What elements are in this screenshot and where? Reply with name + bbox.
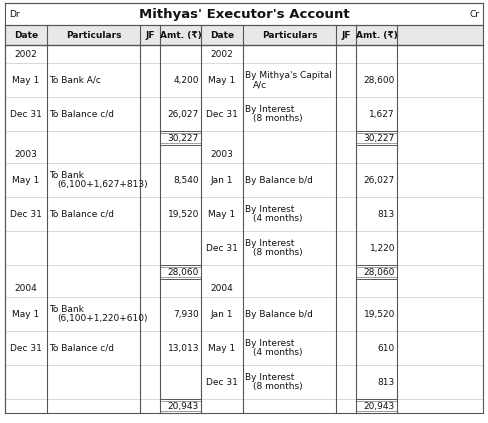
Text: 2004: 2004 [15,283,38,292]
Text: To Bank: To Bank [49,305,84,314]
Text: (6,100+1,220+610): (6,100+1,220+610) [57,314,147,323]
Text: 26,027: 26,027 [168,110,199,118]
Text: Dr: Dr [9,9,20,19]
Text: 2004: 2004 [211,283,233,292]
Text: A/c: A/c [253,80,267,89]
Text: 26,027: 26,027 [364,176,395,184]
Text: May 1: May 1 [12,310,40,319]
Text: Dec 31: Dec 31 [10,110,42,118]
Text: 4,200: 4,200 [173,75,199,85]
Text: Mithyas' Executor's Account: Mithyas' Executor's Account [139,8,349,20]
Text: 8,540: 8,540 [173,176,199,184]
Text: By Interest: By Interest [245,373,294,382]
Text: 2002: 2002 [211,49,233,58]
Text: Dec 31: Dec 31 [10,209,42,219]
Text: Jan 1: Jan 1 [211,310,233,319]
Text: 813: 813 [378,377,395,387]
Text: To Balance c/d: To Balance c/d [49,209,114,219]
Text: Date: Date [14,30,38,39]
Text: May 1: May 1 [12,176,40,184]
Text: Dec 31: Dec 31 [206,377,238,387]
Text: By Mithya's Capital: By Mithya's Capital [245,71,332,80]
Text: 28,600: 28,600 [364,75,395,85]
Text: By Balance b/d: By Balance b/d [245,310,313,319]
Text: To Balance c/d: To Balance c/d [49,343,114,352]
Text: May 1: May 1 [208,75,236,85]
Text: Dec 31: Dec 31 [206,110,238,118]
Text: By Interest: By Interest [245,205,294,214]
Text: Amt. (₹): Amt. (₹) [160,30,202,39]
Text: 19,520: 19,520 [167,209,199,219]
Text: 1,220: 1,220 [369,244,395,253]
Text: By Balance b/d: By Balance b/d [245,176,313,184]
Text: JF: JF [145,30,155,39]
Text: Dec 31: Dec 31 [206,244,238,253]
Text: 28,060: 28,060 [167,267,199,277]
Text: 7,930: 7,930 [173,310,199,319]
Text: By Interest: By Interest [245,239,294,248]
Text: May 1: May 1 [208,209,236,219]
Text: Particulars: Particulars [66,30,122,39]
Text: Amt. (₹): Amt. (₹) [356,30,398,39]
Text: (8 months): (8 months) [253,382,303,391]
Text: May 1: May 1 [12,75,40,85]
Text: (8 months): (8 months) [253,114,303,123]
Text: Dec 31: Dec 31 [10,343,42,352]
Text: (8 months): (8 months) [253,248,303,257]
Text: To Bank: To Bank [49,171,84,180]
Text: 1,627: 1,627 [369,110,395,118]
Text: (4 months): (4 months) [253,214,303,223]
Text: Jan 1: Jan 1 [211,176,233,184]
Text: To Balance c/d: To Balance c/d [49,110,114,118]
Text: 2002: 2002 [15,49,38,58]
Text: 30,227: 30,227 [364,134,395,143]
Text: To Bank A/c: To Bank A/c [49,75,101,85]
Bar [5,25,483,45]
Text: 30,227: 30,227 [168,134,199,143]
Text: (4 months): (4 months) [253,348,303,357]
Text: May 1: May 1 [208,343,236,352]
Text: Cr: Cr [469,9,479,19]
Text: By Interest: By Interest [245,105,294,114]
Text: 13,013: 13,013 [167,343,199,352]
Text: 610: 610 [378,343,395,352]
Text: 2003: 2003 [15,149,38,159]
Text: By Interest: By Interest [245,339,294,348]
Text: 2003: 2003 [211,149,233,159]
Text: 20,943: 20,943 [364,401,395,410]
Text: 813: 813 [378,209,395,219]
Text: Particulars: Particulars [262,30,317,39]
Text: Date: Date [210,30,234,39]
Text: 20,943: 20,943 [168,401,199,410]
Text: 28,060: 28,060 [364,267,395,277]
Text: (6,100+1,627+813): (6,100+1,627+813) [57,180,148,189]
Text: 19,520: 19,520 [364,310,395,319]
Text: JF: JF [342,30,351,39]
